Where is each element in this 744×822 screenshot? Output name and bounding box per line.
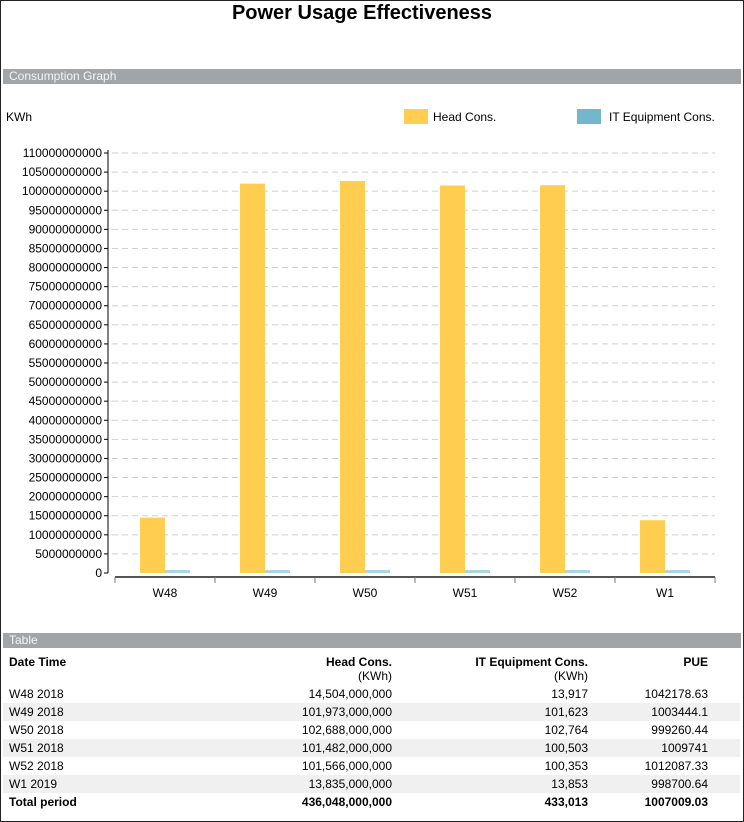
y-tick-label: 65000000000 [29, 318, 103, 332]
y-tick-label: 35000000000 [29, 432, 103, 446]
table-cell: 101,973,000,000 [203, 703, 398, 721]
table-cell: 102,688,000,000 [301, 723, 392, 737]
table-cell: W49 2018 [3, 703, 203, 721]
table-cell: 999260.44 [651, 723, 708, 737]
legend-swatch-it [577, 109, 601, 124]
bar-head-W50 [340, 180, 365, 573]
table-row: W51 2018 101,482,000,000 100,503 1009741 [3, 739, 740, 757]
y-tick-label: 70000000000 [29, 299, 103, 313]
y-tick-label: 95000000000 [29, 203, 103, 217]
table-cell: 102,764 [544, 723, 588, 737]
legend-label-it: IT Equipment Cons. [609, 110, 715, 124]
y-tick-label: 20000000000 [29, 490, 103, 504]
bar-chart: 0 5000000000 10000000000 15000000000 2000000… [22, 146, 716, 600]
table-cell: W50 2018 [9, 723, 64, 737]
col-header-it: IT Equipment Cons. (KWh) [475, 655, 588, 683]
y-tick-label: 15000000000 [29, 509, 103, 523]
total-cell: 436,048,000,000 [301, 795, 392, 809]
y-tick-label: 75000000000 [29, 280, 103, 294]
x-tick-label: W1 [656, 586, 674, 600]
table-cell: 100,353 [544, 759, 588, 773]
y-tick-label: 55000000000 [29, 356, 103, 370]
legend-swatch-head [404, 109, 428, 124]
total-cell: 1007009.03 [644, 795, 708, 809]
bar-head-W51 [440, 185, 465, 574]
x-tick-label: W50 [353, 586, 378, 600]
table-cell: 100,503 [398, 739, 594, 757]
table-row: W50 2018 102,688,000,000 102,764 999260.44 [3, 721, 740, 739]
table-row: W52 2018 101,566,000,000 100,353 1012087.33 [3, 757, 740, 775]
y-tick-label: 30000000000 [29, 451, 103, 465]
y-tick-label: 110000000000 [23, 146, 103, 160]
y-tick-label: 0 [95, 566, 102, 580]
table-cell: 1042178.63 [644, 687, 708, 701]
x-tick-label: W49 [253, 586, 278, 600]
bar-head-W1 [640, 520, 665, 573]
col-header-pue: PUE [683, 655, 708, 669]
table-cell: 1003444.1 [594, 703, 714, 721]
y-tick-label: 100000000000 [22, 184, 102, 198]
table-cell: 101,482,000,000 [203, 739, 398, 757]
y-tick-label: 40000000000 [29, 413, 103, 427]
table-cell: W1 2019 [3, 775, 203, 793]
table-row: W49 2018 101,973,000,000 101,623 1003444.1 [3, 703, 740, 721]
table-cell: 1009741 [594, 739, 714, 757]
table-cell: W52 2018 [9, 759, 64, 773]
bar-it-W52 [565, 570, 590, 573]
table-cell: 101,566,000,000 [301, 759, 392, 773]
bar-it-W50 [365, 570, 390, 573]
y-tick-label: 60000000000 [29, 337, 103, 351]
table-cell: 998700.64 [594, 775, 714, 793]
y-tick-label: 10000000000 [29, 528, 103, 542]
table-cell: 14,504,000,000 [308, 687, 392, 701]
y-tick-label: 85000000000 [29, 241, 103, 255]
y-tick-label: 5000000000 [35, 547, 102, 561]
page-title: Power Usage Effectiveness [231, 2, 493, 24]
bar-it-W48 [165, 570, 190, 573]
table-cell: W48 2018 [9, 687, 64, 701]
table-row: W1 2019 13,835,000,000 13,853 998700.64 [3, 775, 740, 793]
bar-it-W49 [265, 570, 290, 573]
table-total-row: Total period 436,048,000,000 433,013 100700… [3, 793, 740, 811]
bar-head-W48 [140, 517, 165, 573]
y-tick-label: 45000000000 [29, 394, 103, 408]
x-tick-label: W52 [553, 586, 578, 600]
data-table: Date Time Head Cons. (KWh) IT Equipment C… [3, 650, 740, 811]
table-row: W48 2018 14,504,000,000 13,917 1042178.63 [3, 685, 740, 703]
y-tick-label: 105000000000 [22, 165, 102, 179]
section-header-table: Table [3, 633, 741, 648]
table-cell: W51 2018 [3, 739, 203, 757]
y-tick-label: 25000000000 [29, 471, 103, 485]
table-cell: 13,917 [551, 687, 588, 701]
table-cell: 13,853 [398, 775, 594, 793]
y-tick-label: 80000000000 [29, 261, 103, 275]
total-cell: 433,013 [544, 795, 588, 809]
y-tick-label: 90000000000 [29, 222, 103, 236]
y-tick-label: 50000000000 [29, 375, 103, 389]
total-cell: Total period [9, 795, 77, 809]
y-axis-label: KWh [6, 110, 33, 124]
legend-label-head: Head Cons. [433, 110, 497, 124]
col-header-date: Date Time [9, 655, 67, 669]
bar-head-W52 [540, 185, 565, 573]
section-header-graph: Consumption Graph [3, 69, 741, 84]
table-cell: 13,835,000,000 [203, 775, 398, 793]
x-tick-label: W51 [453, 586, 478, 600]
bar-it-W1 [665, 570, 690, 573]
col-header-head: Head Cons. (KWh) [325, 655, 392, 683]
bar-it-W51 [465, 570, 490, 573]
bar-head-W49 [240, 183, 265, 573]
table-cell: 101,623 [398, 703, 594, 721]
table-cell: 1012087.33 [644, 759, 708, 773]
x-tick-label: W48 [153, 586, 178, 600]
